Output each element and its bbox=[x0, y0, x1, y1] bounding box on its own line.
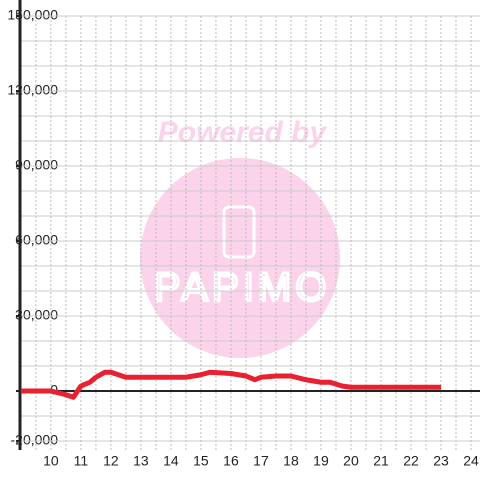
watermark-text: Powered by bbox=[158, 116, 328, 149]
x-tick-label: 13 bbox=[133, 453, 149, 469]
x-tick-label: 18 bbox=[283, 453, 299, 469]
x-tick-label: 15 bbox=[193, 453, 209, 469]
x-tick-label: 14 bbox=[163, 453, 179, 469]
x-tick-label: 24 bbox=[463, 453, 479, 469]
x-tick-label: 19 bbox=[313, 453, 329, 469]
y-tick-label: 90,000 bbox=[15, 157, 58, 173]
x-tick-label: 11 bbox=[74, 453, 89, 469]
x-tick-label: 12 bbox=[103, 453, 119, 469]
watermark-logo: PAPIMO bbox=[154, 266, 331, 310]
data-line bbox=[20, 369, 441, 400]
y-tick-label: 30,000 bbox=[15, 307, 58, 323]
x-tick-label: 16 bbox=[223, 453, 239, 469]
watermark-icon bbox=[222, 205, 256, 259]
x-tick-label: 23 bbox=[433, 453, 449, 469]
x-tick-label: 10 bbox=[43, 453, 59, 469]
x-tick-label: 21 bbox=[373, 453, 389, 469]
x-tick-label: 22 bbox=[403, 453, 419, 469]
y-tick-label: -20,000 bbox=[11, 432, 59, 448]
x-tick-label: 20 bbox=[343, 453, 359, 469]
y-tick-label: 60,000 bbox=[15, 232, 58, 248]
x-tick-label: 17 bbox=[253, 453, 269, 469]
